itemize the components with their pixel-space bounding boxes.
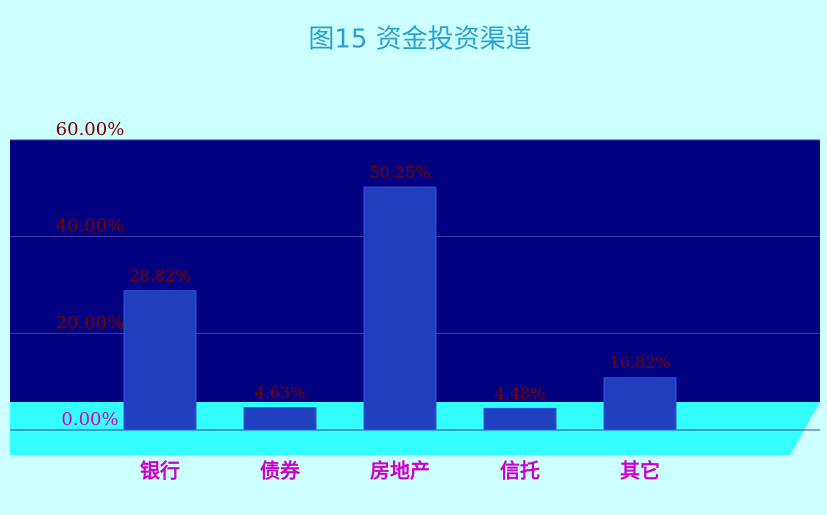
y-tick-label: 60.00% [56, 119, 125, 140]
bar [123, 290, 197, 431]
data-label: 10.82% [609, 353, 670, 372]
data-label: 28.82% [129, 266, 190, 285]
x-tick-label: 其它 [620, 459, 660, 483]
bar [243, 407, 317, 431]
data-label: 4.48% [495, 384, 546, 403]
bar [363, 186, 437, 431]
y-tick-label: 40.00% [56, 216, 125, 237]
x-tick-label: 债券 [260, 459, 301, 483]
x-tick-label: 信托 [500, 459, 540, 483]
chart-title: 图15 资金投资渠道 [308, 25, 531, 55]
data-label: 50.25% [369, 163, 430, 182]
y-tick-label: 0.00% [61, 409, 118, 430]
x-tick-label: 银行 [140, 459, 180, 483]
bar [603, 377, 677, 431]
y-tick-label: 20.00% [56, 312, 125, 333]
data-label: 4.63% [255, 383, 306, 402]
bar [483, 407, 557, 431]
x-tick-label: 房地产 [370, 459, 430, 483]
